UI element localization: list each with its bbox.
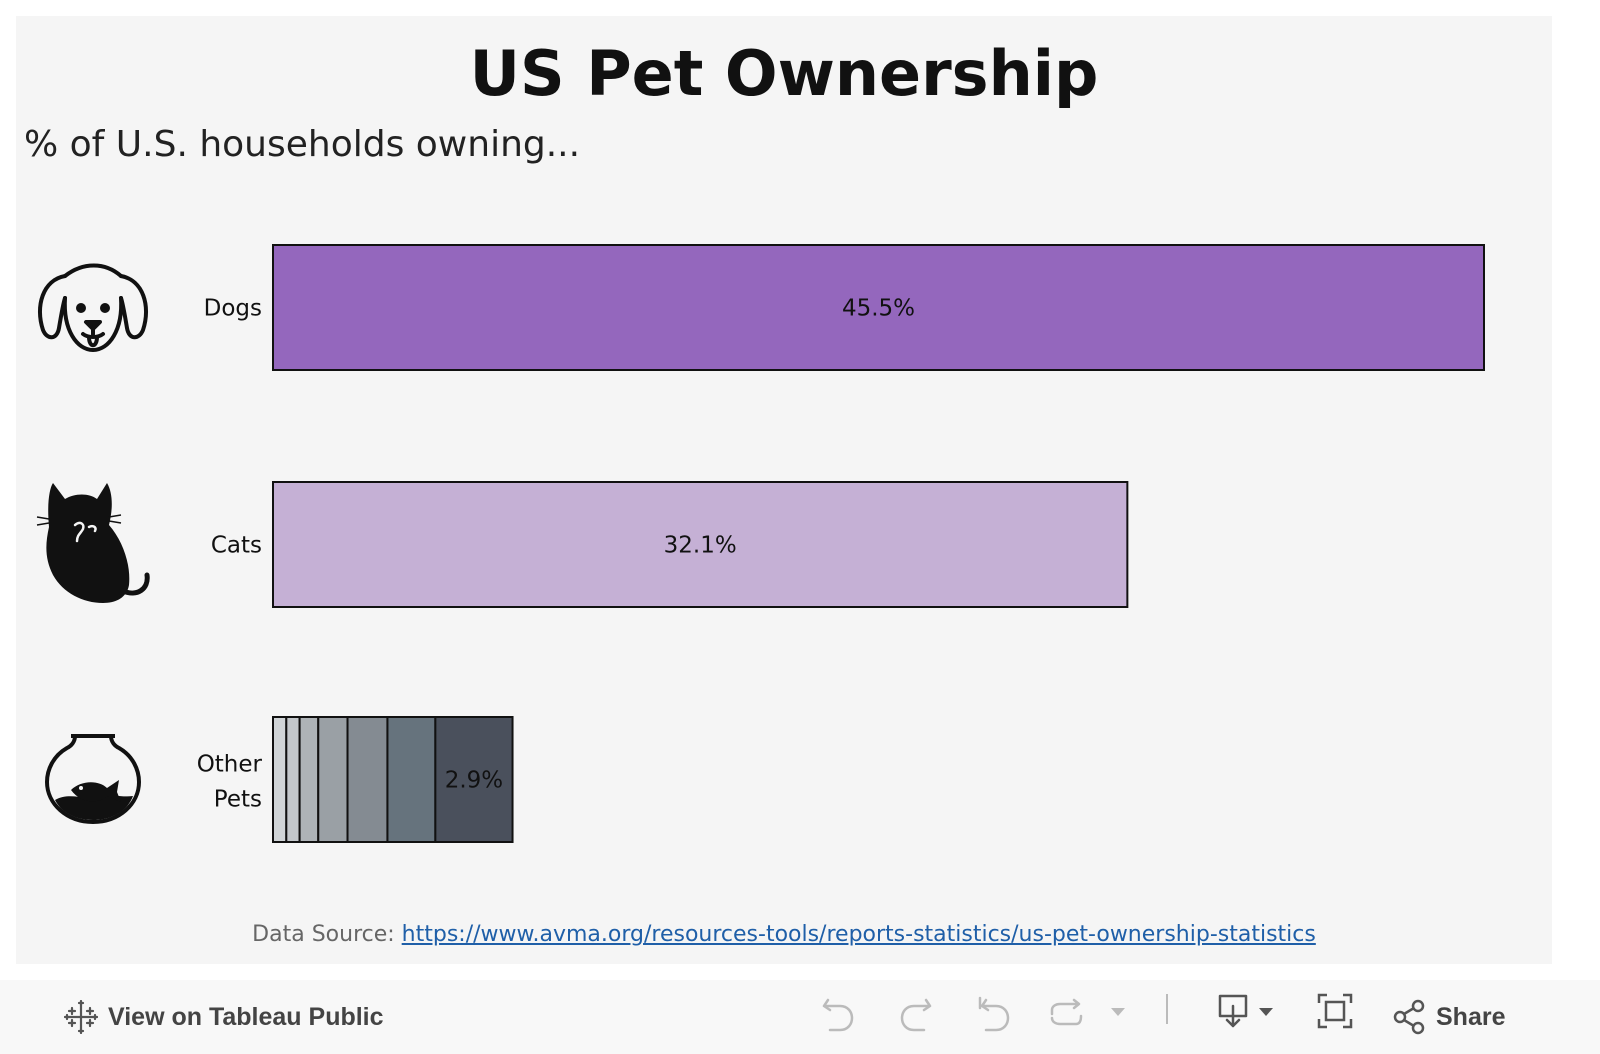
bar-cats [272,481,1129,608]
bar-dogs [272,244,1485,371]
data-source-link[interactable]: https://www.avma.org/resources-tools/rep… [401,922,1316,947]
bar-other-pets-segment-3 [298,716,320,843]
category-label-dogs: Dogs [204,296,262,322]
share-button[interactable]: Share [1392,992,1505,1042]
category-label-cats: Cats [211,533,262,559]
bar-other-pets-segment-2 [285,716,301,843]
bar-other-pets-segment-6 [386,716,437,843]
data-label-cats: 32.1% [664,533,737,559]
fullscreen-icon[interactable] [1316,992,1354,1030]
view-on-tableau-label: View on Tableau Public [108,1002,384,1031]
data-source-label: Data Source: [252,922,395,947]
fishbowl-icon [44,734,142,825]
tableau-toolbar: View on Tableau Public [0,980,1600,1054]
data-label-other-pets: 2.9% [445,768,503,794]
cat-icon [36,483,150,603]
download-button[interactable] [1216,992,1276,1032]
chart-subtitle: % of U.S. households owning... [24,124,581,165]
refresh-dropdown-icon[interactable] [1108,1004,1128,1020]
category-label-other-pets: Other Pets [197,752,263,813]
bar-other-pets-segment-7 [434,716,514,843]
toolbar-divider [1166,994,1168,1024]
share-label: Share [1436,1002,1506,1031]
view-on-tableau-button[interactable]: View on Tableau Public [64,992,384,1042]
bar-other-pets-segment-4 [317,716,349,843]
data-label-dogs: 45.5% [842,296,915,322]
tableau-logo-icon [64,1000,98,1034]
download-icon [1218,994,1248,1028]
refresh-icon[interactable] [1048,998,1084,1030]
bar-other-pets-segment-1 [272,716,288,843]
download-dropdown-icon [1259,1008,1273,1016]
bar-other-pets-segment-5 [346,716,389,843]
chart-title: US Pet Ownership [469,37,1099,110]
redo-icon[interactable] [898,994,934,1034]
data-source: Data Source: https://www.avma.org/resour… [0,922,1568,947]
bar-chart: Dogs Cats Other Pets 45.5% 32.1% 2.9% [36,244,1485,843]
share-icon [1393,999,1425,1035]
revert-icon[interactable] [976,994,1012,1034]
undo-icon[interactable] [820,994,856,1034]
dog-icon [38,263,148,352]
